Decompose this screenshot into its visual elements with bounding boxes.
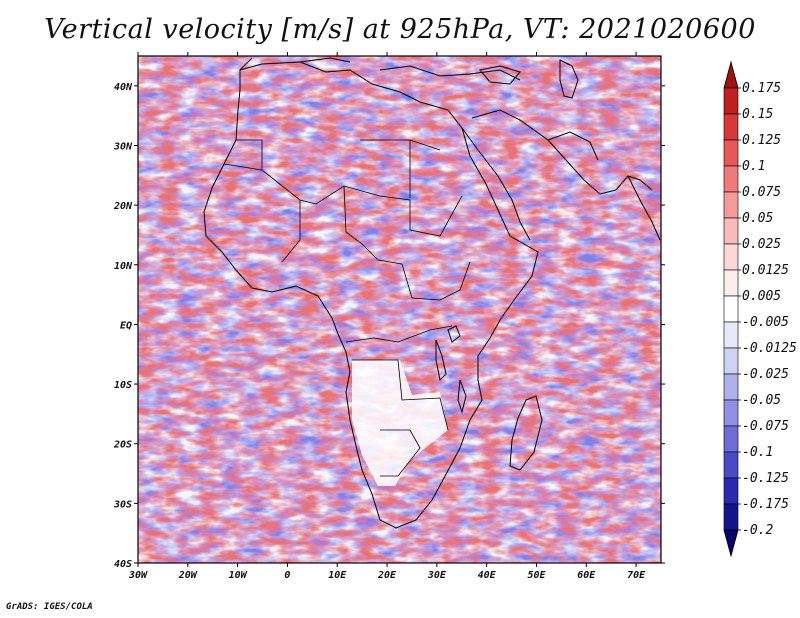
lon-label: 0 <box>284 570 290 581</box>
persian-gulf <box>547 131 599 161</box>
lon-label: 30E <box>427 570 447 581</box>
colorbar-segment <box>723 113 739 141</box>
colorbar-labels: 0.175 0.15 0.125 0.1 0.075 0.05 0.025 0.0125 0.0… <box>742 81 797 538</box>
credit-text: GrADS: IGES/COLA <box>6 602 93 612</box>
lat-label: 20N <box>113 201 133 212</box>
lon-label: 10E <box>328 570 347 581</box>
colorbar-segment <box>723 269 739 297</box>
colorbar-label: 0.1 <box>742 159 765 174</box>
colorbar-segment <box>723 321 739 349</box>
madagascar <box>509 395 543 471</box>
colorbar-label: 0.075 <box>742 185 781 200</box>
colorbar-segment <box>723 191 739 219</box>
europe-coastline <box>239 57 521 81</box>
map-frame <box>137 55 662 564</box>
colorbar-segment <box>723 139 739 167</box>
colorbar-segment <box>723 477 739 505</box>
colorbar <box>723 60 741 558</box>
colorbar-segment <box>723 217 739 245</box>
lon-label: 20E <box>377 570 397 581</box>
colorbar-segment <box>723 451 739 479</box>
colorbar-label: 0.005 <box>742 289 781 304</box>
latitude-labels: 40N 30N 20N 10N EQ 10S 20S 30S 40S <box>113 82 133 570</box>
lat-label: EQ <box>120 320 132 331</box>
lon-label: 20W <box>178 570 198 581</box>
colorbar-segment <box>723 165 739 193</box>
lon-label: 60E <box>577 570 596 581</box>
lon-label: 50E <box>527 570 546 581</box>
calm-region <box>352 360 448 486</box>
arabia-coast <box>471 109 653 195</box>
colorbar-label: 0.175 <box>742 81 781 96</box>
lakes <box>435 325 467 414</box>
colorbar-segment <box>723 243 739 271</box>
lon-label: 10W <box>229 570 248 581</box>
lat-label: 10S <box>114 380 132 391</box>
africa-coastline <box>203 61 539 529</box>
lat-label: 30S <box>113 499 132 510</box>
colorbar-segment <box>723 503 739 531</box>
coastlines <box>203 57 661 529</box>
colorbar-label: -0.025 <box>742 367 789 382</box>
caspian-sea <box>559 59 579 99</box>
colorbar-label: 0.125 <box>742 133 781 148</box>
lat-label: 40S <box>114 559 132 570</box>
colorbar-label: 0.15 <box>742 107 773 122</box>
colorbar-top-arrow <box>723 60 739 89</box>
colorbar-label: 0.05 <box>742 211 773 226</box>
colorbar-segment <box>723 87 739 115</box>
colorbar-label: -0.0125 <box>742 341 797 356</box>
colorbar-segment <box>723 425 739 453</box>
colorbar-label: -0.2 <box>742 523 773 538</box>
axis-ticks <box>134 52 665 567</box>
colorbar-segment <box>723 295 739 323</box>
lon-label: 30W <box>128 570 148 581</box>
black-sea <box>479 65 521 85</box>
colorbar-label: -0.125 <box>742 471 789 486</box>
colorbar-label: -0.1 <box>742 445 773 460</box>
velocity-noise <box>138 56 661 563</box>
lon-label: 70E <box>627 570 646 581</box>
borders <box>223 139 471 477</box>
longitude-labels: 30W 20W 10W 0 10E 20E 30E 40E 50E 60E 70E <box>128 570 646 581</box>
india-coast <box>627 175 661 241</box>
colorbar-label: -0.005 <box>742 315 789 330</box>
lat-label: 40N <box>114 82 133 93</box>
colorbar-segment <box>723 373 739 401</box>
red-sea <box>461 127 531 241</box>
colorbar-segment <box>723 347 739 375</box>
lat-label: 30N <box>113 141 133 152</box>
colorbar-label: 0.025 <box>742 237 781 252</box>
colorbar-label: -0.075 <box>742 419 789 434</box>
colorbar-bottom-arrow <box>723 529 739 558</box>
colorbar-label: 0.0125 <box>742 263 789 278</box>
colorbar-label: -0.05 <box>742 393 781 408</box>
lat-label: 20S <box>113 440 132 451</box>
colorbar-segment <box>723 399 739 427</box>
lon-label: 40E <box>478 570 497 581</box>
lat-label: 10N <box>114 261 133 272</box>
colorbar-label: -0.175 <box>742 497 789 512</box>
map-title: Vertical velocity [m/s] at 925hPa, VT: 2… <box>44 14 756 45</box>
